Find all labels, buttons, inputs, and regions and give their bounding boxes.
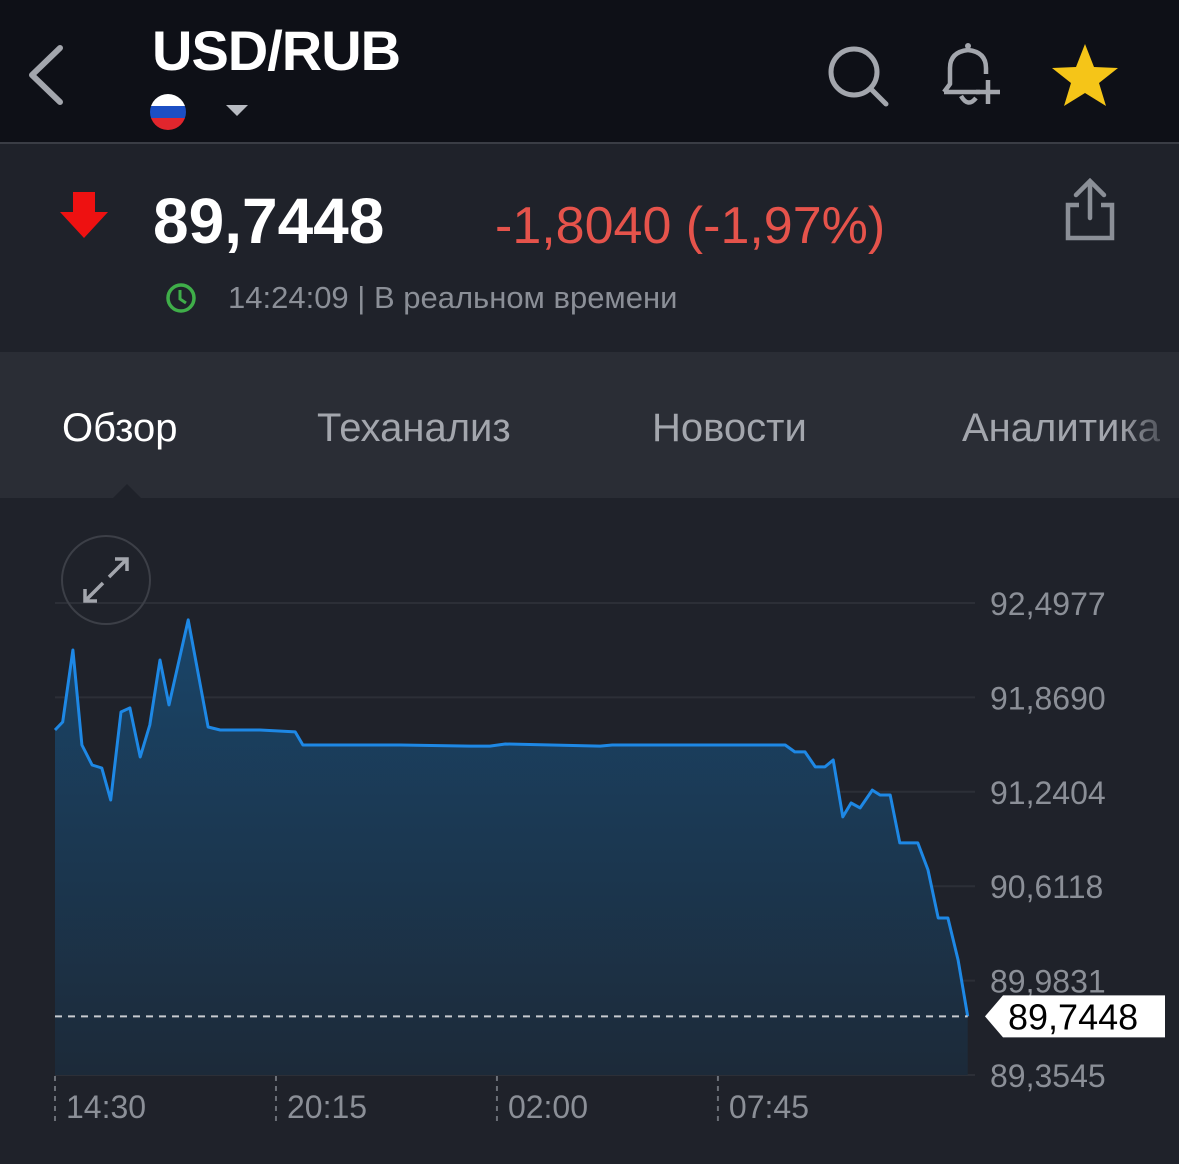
tab-bar: Обзор Теханализ Новости Аналитика: [0, 352, 1179, 498]
back-chevron-icon[interactable]: [22, 40, 72, 110]
chart-svg: 92,4977 91,8690 91,2404 90,6118 89,9831 89,35…: [0, 498, 1179, 1159]
y-tick-label: 90,6118: [990, 869, 1103, 905]
russia-flag-icon[interactable]: [150, 94, 186, 130]
last-price: 89,7448: [153, 184, 384, 258]
x-tick-label: 14:30: [66, 1089, 146, 1125]
y-tick-label: 91,8690: [990, 680, 1106, 716]
price-change: -1,8040 (-1,97%): [495, 196, 885, 256]
star-icon[interactable]: [1050, 40, 1120, 110]
expand-icon: [63, 537, 149, 623]
expand-chart-button[interactable]: [61, 535, 151, 625]
x-tick-label: 07:45: [729, 1089, 809, 1125]
current-price-label: 89,7448: [1008, 996, 1138, 1037]
share-icon[interactable]: [1062, 178, 1118, 242]
y-tick-label: 89,3545: [990, 1058, 1106, 1094]
y-tick-label: 92,4977: [990, 586, 1106, 622]
top-bar: USD/RUB: [0, 0, 1179, 144]
y-tick-label: 89,9831: [990, 964, 1106, 1000]
search-icon[interactable]: [822, 40, 892, 110]
tab-fade: [1120, 352, 1179, 498]
x-tick-label: 20:15: [287, 1089, 367, 1125]
down-arrow-icon: [58, 192, 110, 240]
bell-plus-icon[interactable]: [936, 40, 1006, 110]
active-tab-indicator: [113, 484, 141, 498]
tab-news[interactable]: Новости: [652, 406, 807, 451]
tab-technical[interactable]: Теханализ: [317, 406, 511, 451]
instrument-title: USD/RUB: [152, 18, 400, 83]
tab-overview[interactable]: Обзор: [62, 406, 178, 451]
x-tick-label: 02:00: [508, 1089, 588, 1125]
caret-down-icon[interactable]: [226, 105, 248, 116]
quote-panel: 89,7448 -1,8040 (-1,97%) 14:24:09 | В ре…: [0, 144, 1179, 352]
clock-icon: [165, 282, 197, 314]
price-area-fill: [55, 620, 968, 1075]
y-tick-label: 91,2404: [990, 775, 1106, 811]
timestamp: 14:24:09 | В реальном времени: [228, 280, 677, 316]
price-chart: 92,4977 91,8690 91,2404 90,6118 89,9831 89,35…: [0, 498, 1179, 1159]
